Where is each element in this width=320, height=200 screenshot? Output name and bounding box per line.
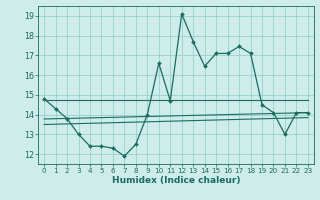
X-axis label: Humidex (Indice chaleur): Humidex (Indice chaleur) [112, 176, 240, 185]
